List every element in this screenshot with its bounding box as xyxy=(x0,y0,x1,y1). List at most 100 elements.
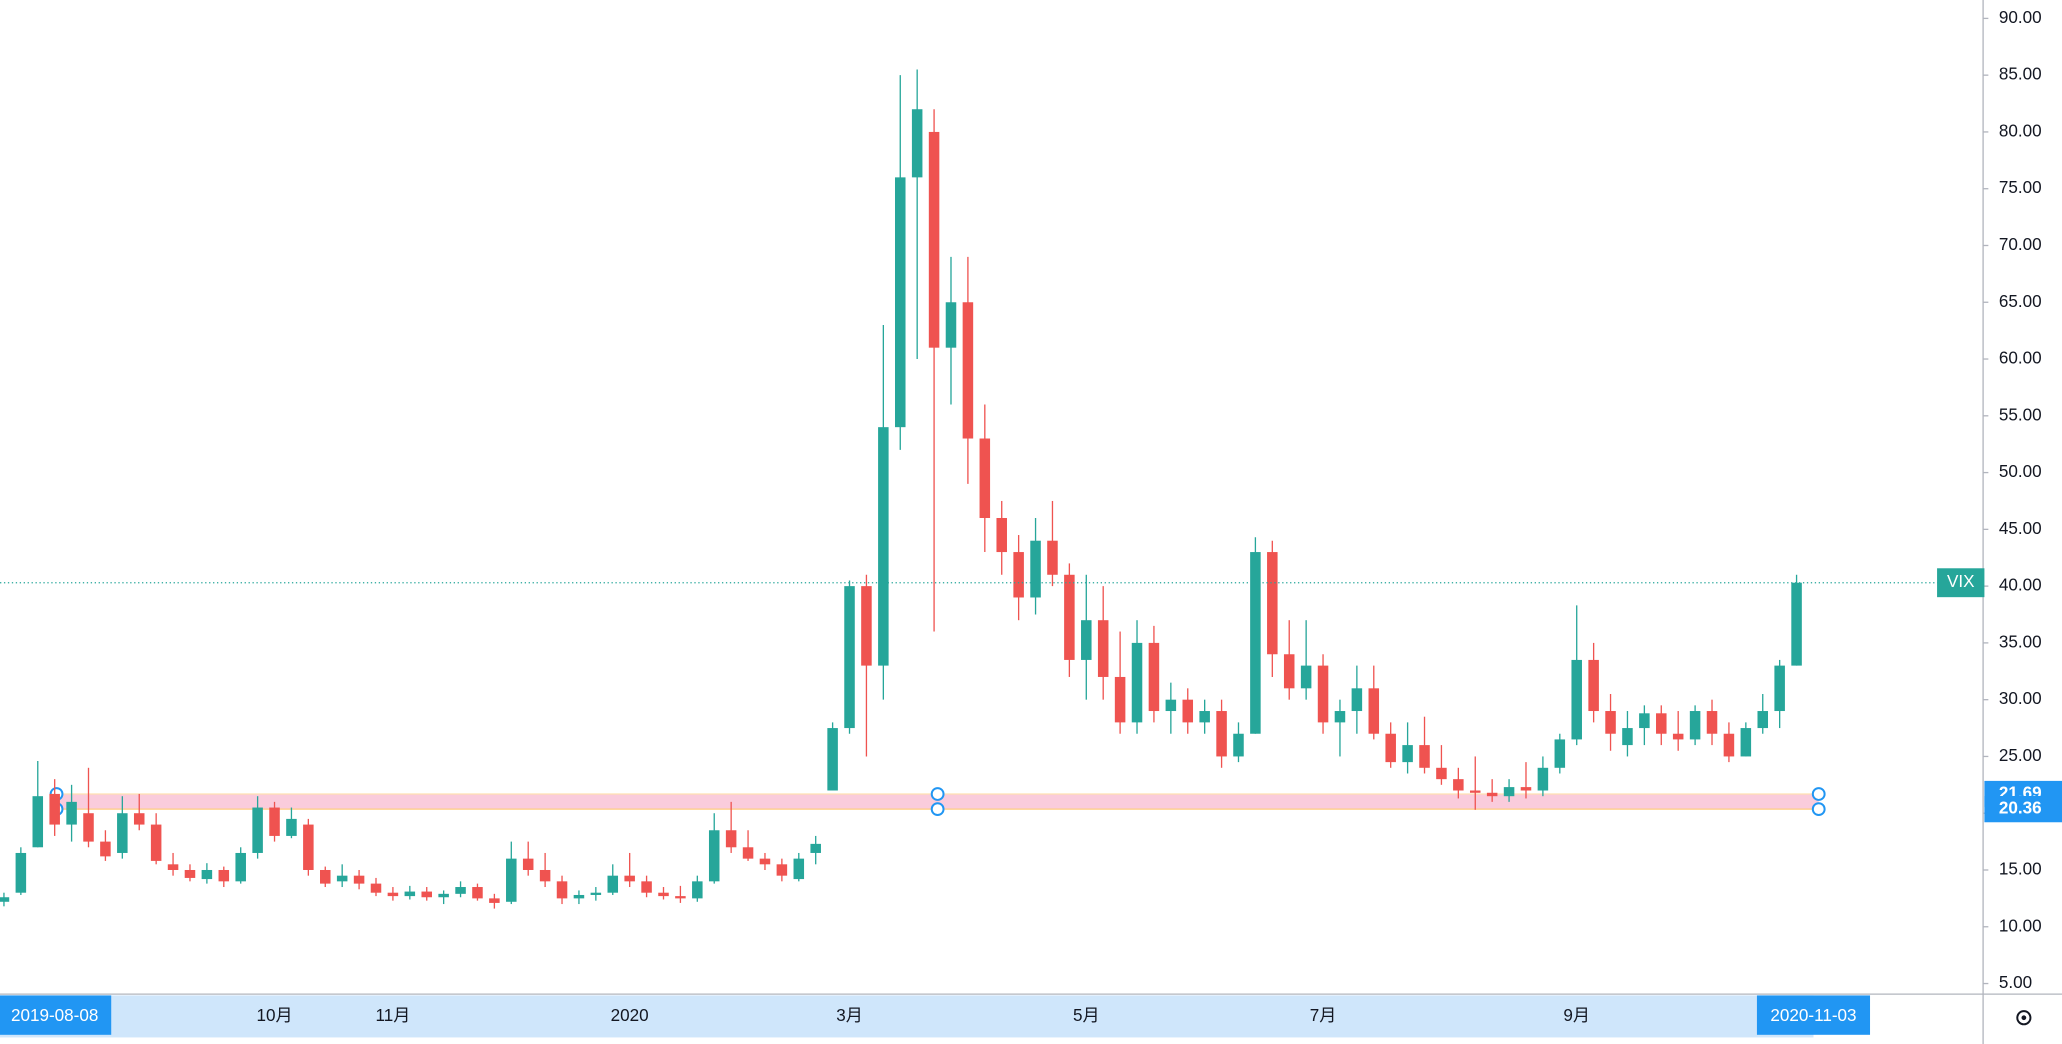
candle-body xyxy=(1740,728,1752,757)
candle-body xyxy=(692,881,703,899)
candle-body xyxy=(1114,676,1126,723)
candle-body xyxy=(1097,620,1109,677)
y-tick-label: 45.00 xyxy=(1999,519,2042,538)
y-tick-label: 75.00 xyxy=(1999,178,2042,197)
candle-body xyxy=(708,830,720,882)
candle-body xyxy=(387,892,399,897)
x-tick-label: 11月 xyxy=(375,1006,410,1025)
candle-body xyxy=(607,875,619,893)
x-tick-label: 2020-11-03 xyxy=(1770,1006,1856,1025)
candle-body xyxy=(286,818,297,836)
candle-body xyxy=(996,517,1007,553)
candle-body xyxy=(1081,620,1092,660)
candle-body xyxy=(1064,574,1075,660)
candle-body xyxy=(218,869,230,882)
gear-center[interactable] xyxy=(2021,1015,2027,1021)
candle-body xyxy=(522,858,534,870)
candle-body xyxy=(658,892,669,897)
y-tick-label: 5.00 xyxy=(1999,973,2032,992)
symbol-box xyxy=(1937,568,1985,598)
candle-body xyxy=(1165,699,1177,712)
x-tick-label: 10月 xyxy=(256,1006,292,1025)
candle-body xyxy=(83,813,94,842)
zone-handle xyxy=(930,787,945,801)
x-tick-label: 2019-08-08 xyxy=(11,1006,98,1025)
zone-handle xyxy=(1811,802,1826,817)
y-tick-label: 65.00 xyxy=(1999,292,2042,311)
zone-handle xyxy=(1811,787,1826,801)
candle-body xyxy=(911,109,923,178)
symbol-label: VIX xyxy=(1947,572,1975,591)
candle-body xyxy=(1453,779,1464,791)
candle-body xyxy=(1436,767,1447,780)
candle-body xyxy=(1656,713,1667,734)
settings-button[interactable] xyxy=(2016,1010,2032,1026)
candle-body xyxy=(66,801,77,825)
candle-body xyxy=(117,813,128,853)
candle-body xyxy=(370,883,382,893)
candle-body xyxy=(100,841,111,857)
candle-body xyxy=(1537,767,1549,791)
candle-body xyxy=(0,897,10,902)
candle-body xyxy=(167,864,179,870)
candle-body xyxy=(1283,654,1295,689)
x-tick-label: 5月 xyxy=(1073,1006,1100,1025)
candle-body xyxy=(472,887,483,899)
candle-body xyxy=(1554,739,1566,768)
candle-body xyxy=(455,887,466,894)
candle-body xyxy=(252,807,263,853)
candle-body xyxy=(1605,711,1616,734)
y-tick-label: 85.00 xyxy=(1999,65,2042,84)
candle-body xyxy=(404,891,416,897)
time-range-band xyxy=(0,995,1814,1038)
candle-body xyxy=(1351,688,1363,712)
y-tick-label: 30.00 xyxy=(1999,689,2042,708)
candle-body xyxy=(1520,787,1532,791)
x-tick-label: 2020 xyxy=(611,1006,649,1025)
candle-body xyxy=(1486,792,1498,797)
candle-body xyxy=(776,864,788,876)
candle-body xyxy=(1588,659,1599,712)
candle-body xyxy=(675,896,686,899)
candle-body xyxy=(1774,665,1785,712)
candle-body xyxy=(1334,711,1346,723)
zone xyxy=(56,794,1819,810)
zone-price-label: 20.36 xyxy=(1999,799,2042,818)
candle-body xyxy=(201,869,213,880)
candle-body xyxy=(894,177,906,428)
time-label-box xyxy=(1756,995,1871,1035)
candle-body xyxy=(641,881,652,893)
candle-body xyxy=(1503,787,1515,797)
gear-icon[interactable] xyxy=(2016,1010,2032,1026)
candle-body xyxy=(878,427,889,666)
zone-handle xyxy=(930,802,945,817)
candle-body xyxy=(184,869,196,878)
y-tick-label: 80.00 xyxy=(1999,121,2042,140)
candle-body xyxy=(742,847,754,859)
y-tick-label: 10.00 xyxy=(1999,916,2042,935)
candle-body xyxy=(1030,540,1041,598)
candle-body xyxy=(810,843,821,853)
candle-body xyxy=(962,302,974,439)
y-tick-label: 55.00 xyxy=(1999,405,2042,424)
candle-body xyxy=(1469,790,1481,793)
candle-body xyxy=(590,892,602,895)
candle-body xyxy=(1047,540,1058,575)
candle-body xyxy=(438,893,449,898)
candle-body xyxy=(861,586,872,666)
candle-body xyxy=(1385,733,1396,763)
candle-body xyxy=(1791,582,1802,666)
candle-body xyxy=(1571,659,1582,740)
candle-body xyxy=(421,891,432,898)
candle-body xyxy=(133,813,145,825)
candle-body xyxy=(1639,713,1650,729)
candle-body xyxy=(303,824,314,870)
candle-body xyxy=(945,302,957,348)
candle-body xyxy=(1402,745,1413,763)
candle-body xyxy=(1250,552,1261,734)
candle-body xyxy=(1757,711,1769,729)
candle-body xyxy=(1148,642,1160,712)
candle-body xyxy=(624,875,635,882)
candle-body xyxy=(15,852,27,893)
